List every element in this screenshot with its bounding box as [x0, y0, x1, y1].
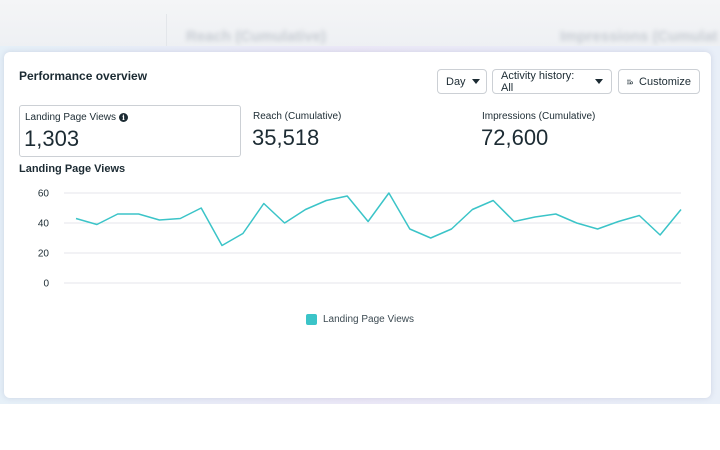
- day-dropdown-label: Day: [446, 75, 466, 88]
- card-title: Performance overview: [19, 69, 148, 83]
- chart-legend[interactable]: Landing Page Views: [306, 314, 414, 325]
- info-icon[interactable]: i: [119, 113, 128, 122]
- background-label-reach: Reach (Cumulative): [186, 28, 327, 45]
- y-tick-label: 60: [38, 189, 50, 200]
- metric-reach[interactable]: Reach (Cumulative) 35,518: [248, 105, 468, 157]
- metric-label: Landing Page Views: [25, 112, 116, 123]
- chart-title: Landing Page Views: [19, 163, 126, 175]
- data-point[interactable]: [73, 216, 79, 222]
- data-point[interactable]: [595, 226, 601, 232]
- metric-value: 1,303: [24, 126, 80, 151]
- data-point[interactable]: [449, 226, 455, 232]
- customize-label: Customize: [639, 75, 691, 88]
- data-point[interactable]: [219, 243, 225, 249]
- data-point[interactable]: [678, 207, 684, 213]
- data-point[interactable]: [615, 219, 621, 225]
- metric-label: Impressions (Cumulative): [482, 111, 596, 122]
- data-point[interactable]: [177, 216, 183, 222]
- data-point[interactable]: [532, 214, 538, 220]
- activity-history-dropdown[interactable]: Activity history: All: [492, 69, 612, 94]
- data-point[interactable]: [240, 231, 246, 237]
- data-point[interactable]: [115, 211, 121, 217]
- customize-button[interactable]: Customize: [618, 69, 700, 94]
- caret-down-icon: [595, 79, 603, 84]
- data-point[interactable]: [282, 220, 288, 226]
- metric-value: 72,600: [481, 125, 549, 150]
- data-point[interactable]: [490, 198, 496, 204]
- data-point[interactable]: [344, 193, 350, 199]
- data-point[interactable]: [574, 220, 580, 226]
- data-point[interactable]: [553, 211, 559, 217]
- data-point[interactable]: [323, 198, 329, 204]
- data-point[interactable]: [261, 201, 267, 207]
- metric-label-row: Landing Page Views i: [25, 112, 128, 123]
- data-point[interactable]: [198, 205, 204, 211]
- metric-landing-page-views[interactable]: Landing Page Views i 1,303: [19, 105, 241, 157]
- data-point[interactable]: [136, 211, 142, 217]
- day-dropdown[interactable]: Day: [437, 69, 487, 94]
- y-tick-label: 40: [38, 219, 50, 230]
- series-line-landing-page-views[interactable]: [75, 192, 682, 247]
- background-label-impressions: Impressions (Cumulat: [560, 28, 718, 45]
- legend-label: Landing Page Views: [323, 314, 414, 325]
- data-point[interactable]: [511, 219, 517, 225]
- data-point[interactable]: [407, 226, 413, 232]
- metric-label: Reach (Cumulative): [253, 111, 342, 122]
- data-point[interactable]: [94, 222, 100, 228]
- y-tick-label: 20: [38, 249, 50, 260]
- data-point[interactable]: [657, 232, 663, 238]
- metric-value: 35,518: [252, 125, 320, 150]
- background-header: [0, 0, 720, 48]
- legend-swatch: [306, 314, 317, 325]
- data-point[interactable]: [386, 190, 392, 196]
- metric-impressions[interactable]: Impressions (Cumulative) 72,600: [477, 105, 697, 157]
- data-point[interactable]: [469, 207, 475, 213]
- customize-icon: [627, 79, 633, 84]
- background-divider: [166, 14, 167, 48]
- caret-down-icon: [471, 79, 480, 84]
- data-point[interactable]: [302, 207, 308, 213]
- activity-history-label: Activity history: All: [501, 69, 575, 94]
- y-tick-label: 0: [43, 279, 49, 290]
- landing-page-views-chart: 0 20 40 60: [38, 189, 684, 290]
- data-point[interactable]: [156, 217, 162, 223]
- data-point[interactable]: [365, 219, 371, 225]
- performance-overview-card: Performance overview Day Activity histor…: [4, 52, 711, 398]
- data-point[interactable]: [428, 235, 434, 241]
- data-point[interactable]: [636, 213, 642, 219]
